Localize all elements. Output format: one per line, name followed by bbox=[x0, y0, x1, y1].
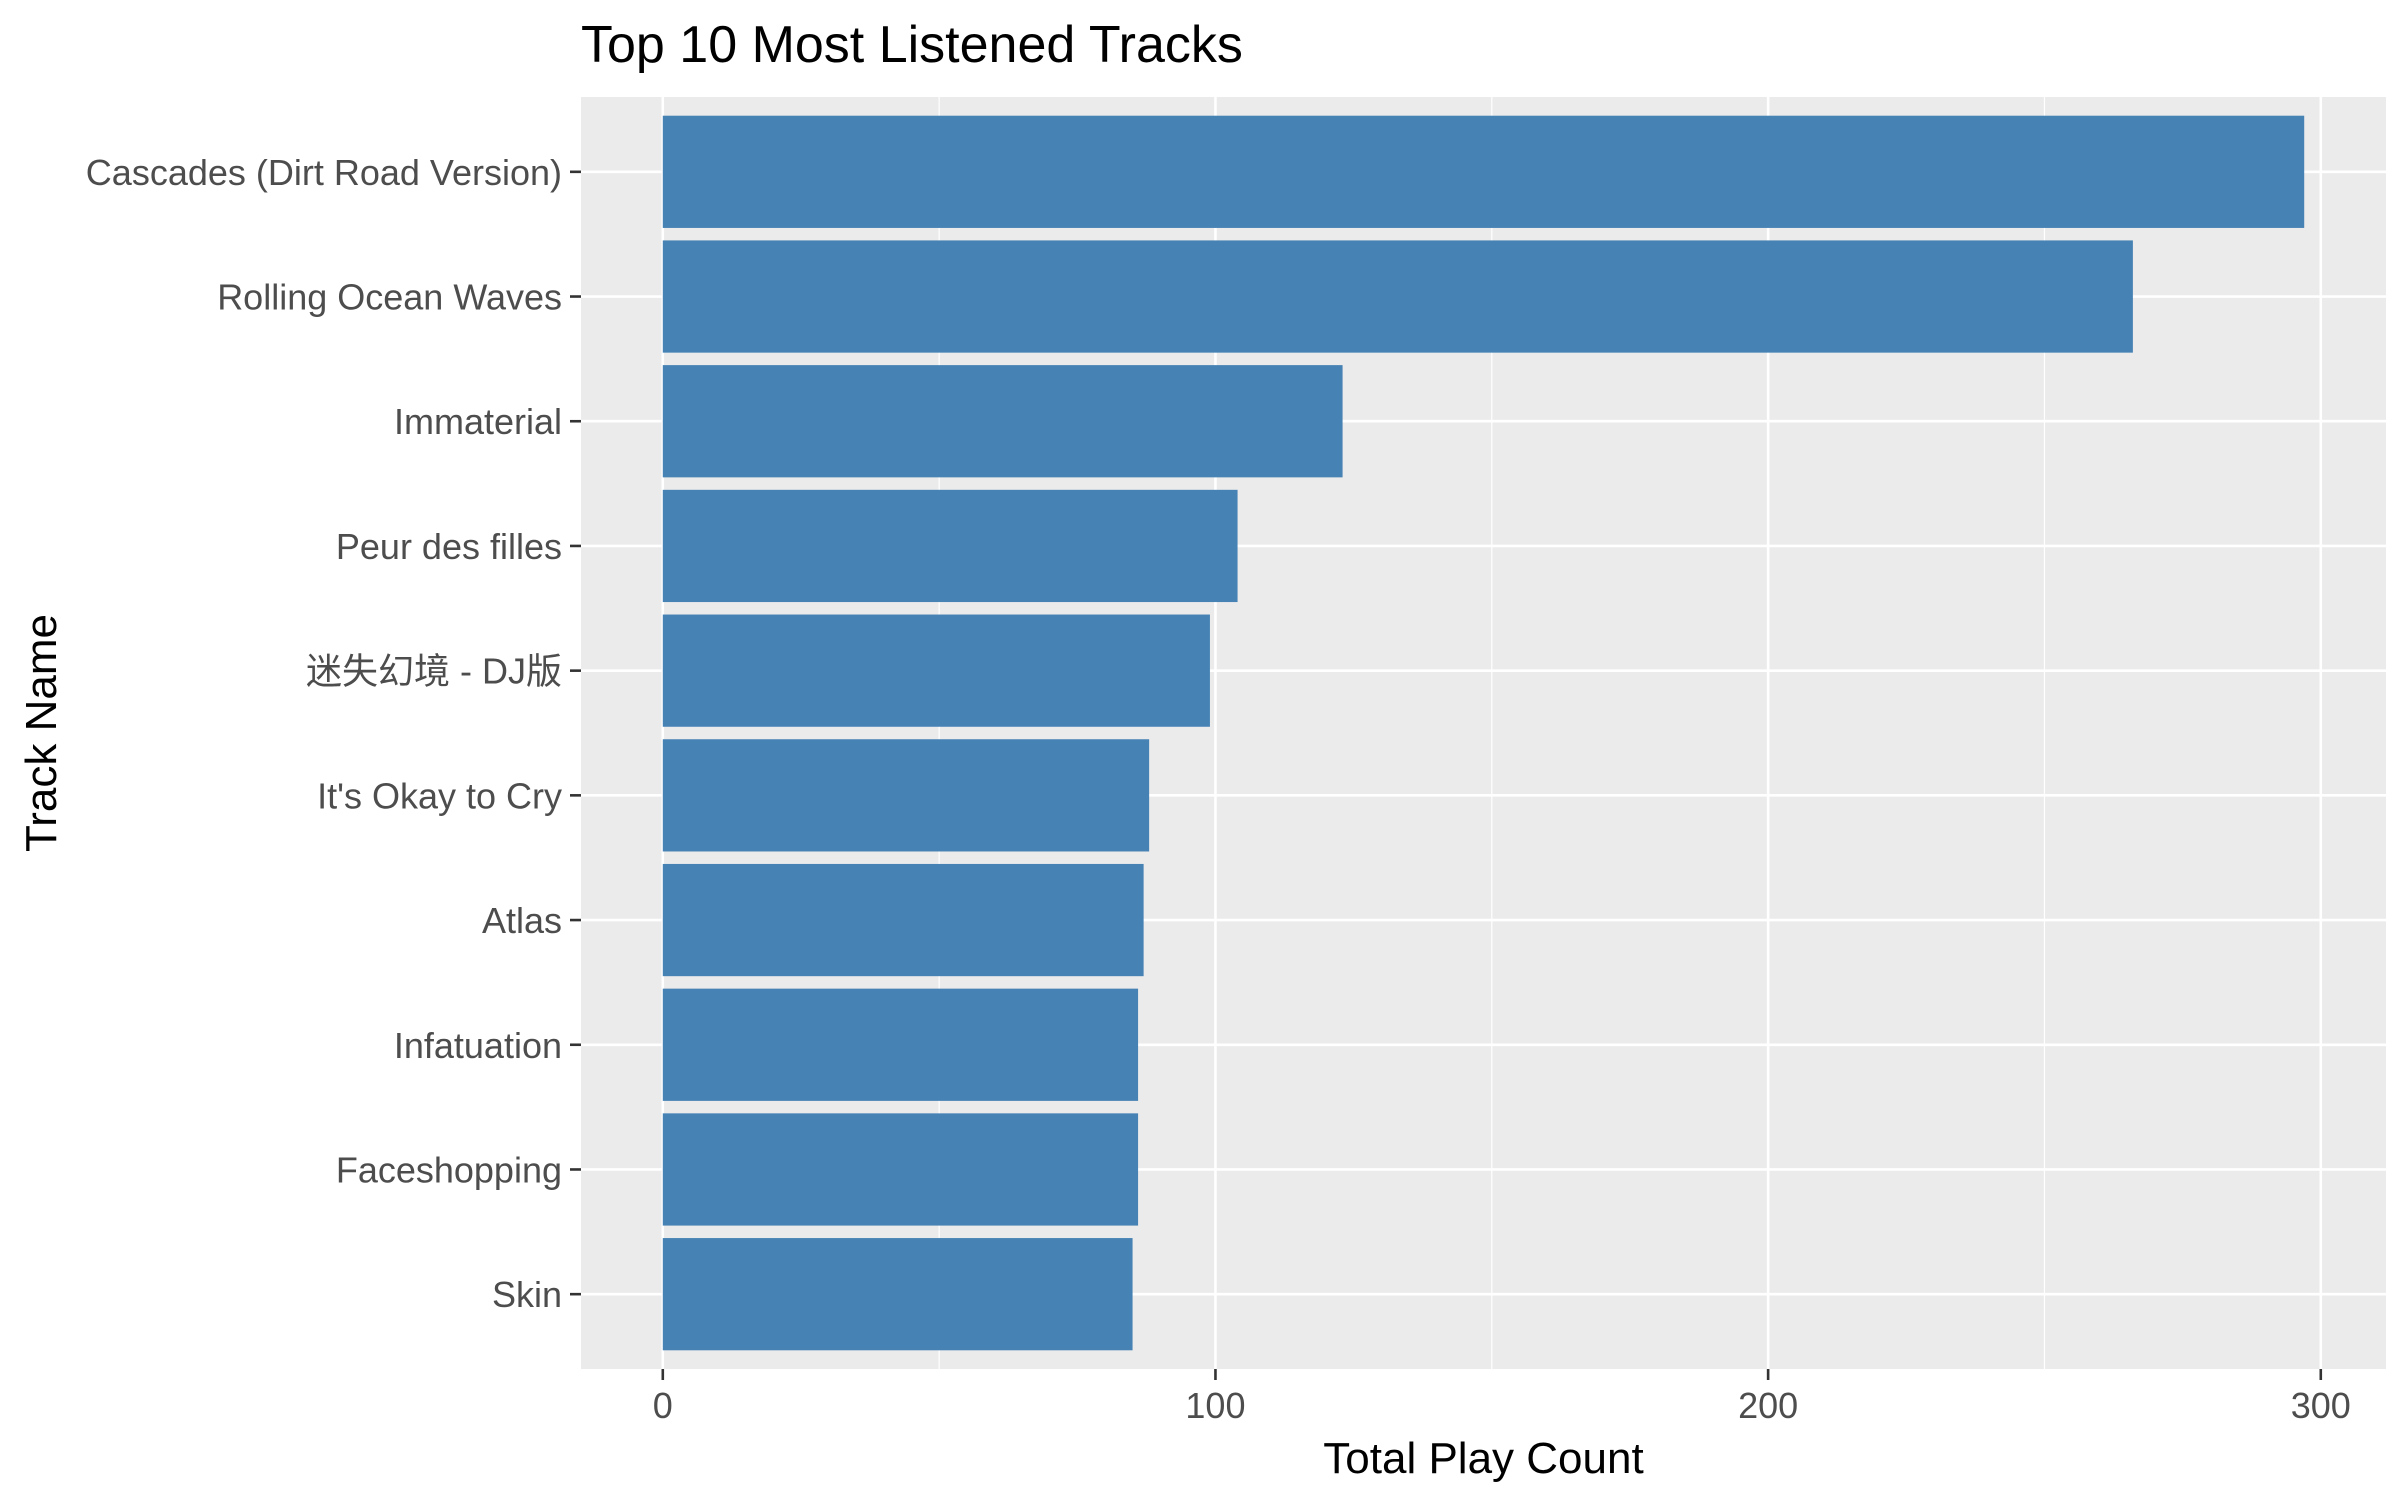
y-tick-label: Atlas bbox=[482, 900, 562, 941]
y-tick-label: Peur des filles bbox=[336, 526, 562, 567]
y-tick-label: Skin bbox=[492, 1274, 562, 1315]
bars bbox=[662, 115, 2305, 1351]
y-tick-label: Cascades (Dirt Road Version) bbox=[86, 152, 562, 193]
y-tick-label: Faceshopping bbox=[336, 1149, 562, 1190]
y-tick-label: Immaterial bbox=[394, 401, 562, 442]
x-tick-label: 100 bbox=[1185, 1385, 1245, 1426]
bar bbox=[662, 489, 1238, 603]
bar bbox=[662, 1238, 1133, 1351]
bar bbox=[662, 365, 1343, 478]
y-tick-label: 迷失幻境 - DJ版 bbox=[306, 651, 562, 692]
bar bbox=[662, 1113, 1139, 1226]
bar bbox=[662, 614, 1210, 727]
x-tick-label: 300 bbox=[2291, 1385, 2351, 1426]
y-tick-label: Rolling Ocean Waves bbox=[217, 277, 562, 318]
x-tick-label: 0 bbox=[653, 1385, 673, 1426]
bar bbox=[662, 240, 2133, 353]
x-axis-ticks: 0 100 200 300 bbox=[653, 1369, 2351, 1426]
y-tick-label: It's Okay to Cry bbox=[317, 775, 562, 816]
y-tick-label: Infatuation bbox=[394, 1025, 562, 1066]
bar bbox=[662, 115, 2305, 228]
bar bbox=[662, 739, 1150, 852]
bar bbox=[662, 863, 1144, 977]
y-axis-title: Track Name bbox=[17, 614, 66, 852]
x-tick-label: 200 bbox=[1738, 1385, 1798, 1426]
chart-title: Top 10 Most Listened Tracks bbox=[581, 16, 1243, 74]
x-axis-title: Total Play Count bbox=[1323, 1434, 1643, 1483]
y-axis-ticks: Cascades (Dirt Road Version) Rolling Ocea… bbox=[86, 152, 581, 1315]
bar bbox=[662, 988, 1139, 1101]
